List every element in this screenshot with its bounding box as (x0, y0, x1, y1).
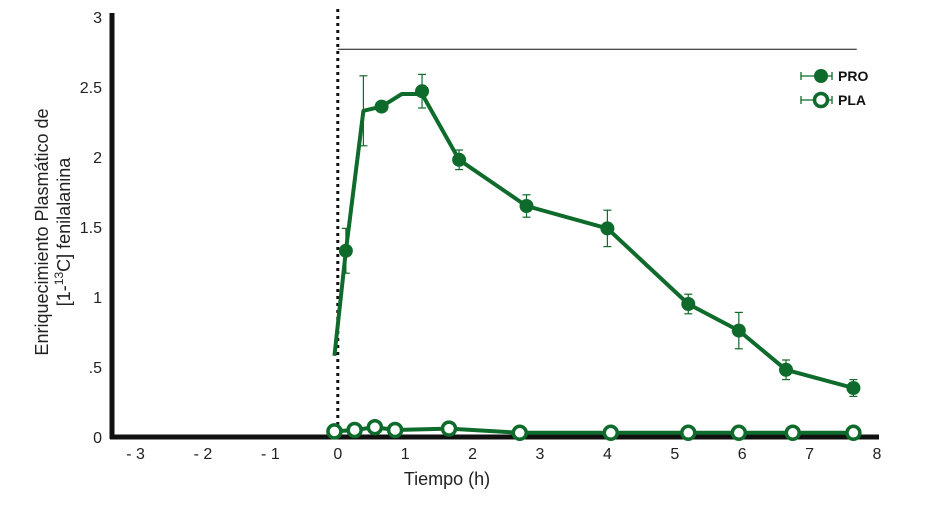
data-point (374, 99, 389, 114)
y-axis-title: Enriquecimiento Plasmático de [1-13C] fe… (32, 108, 74, 355)
x-axis-title: Tiempo (h) (404, 469, 490, 489)
x-tick-label: - 3 (126, 446, 145, 463)
x-tick-label: 0 (333, 446, 342, 463)
data-point (602, 424, 620, 442)
data-point (440, 420, 458, 437)
series-pro (332, 73, 861, 397)
y-tick-label: 1 (93, 290, 102, 307)
legend-marker (812, 91, 830, 109)
data-point (600, 221, 615, 236)
data-point (326, 423, 343, 440)
legend-entry-pla: PLA (800, 91, 866, 109)
reference-lines (336, 9, 857, 437)
x-tick-label: - 2 (194, 446, 213, 463)
x-tick-label: 3 (536, 446, 545, 463)
data-point (346, 421, 363, 439)
data-point (386, 421, 404, 439)
legend-entry-pro: PRO (800, 68, 868, 84)
y-axis-title-line2: [1-13C] fenilalanina (52, 157, 74, 306)
series-line (334, 425, 854, 435)
y-axis-title-superscript: 13 (52, 272, 66, 286)
x-tick-label: 8 (873, 446, 882, 463)
y-tick-label: 0 (93, 430, 102, 447)
data-point (681, 297, 696, 311)
data-point (415, 84, 430, 99)
x-tick-label: 4 (603, 446, 612, 463)
data-point (846, 381, 861, 395)
legend-label: PLA (838, 92, 866, 108)
data-point (366, 418, 384, 436)
y-tick-label: 3 (93, 10, 102, 27)
data-point (845, 424, 862, 442)
data-point (779, 362, 794, 377)
x-tick-label: 2 (468, 446, 477, 463)
x-tick-label: 5 (670, 446, 679, 463)
series-line (332, 92, 854, 390)
data-point (784, 424, 801, 442)
series (326, 73, 862, 442)
y-tick-labels: 0 .5 1 1.5 2 2.5 3 (80, 10, 102, 447)
axes (109, 13, 879, 440)
y-axis-title-prefix: [1- (54, 285, 74, 306)
y-tick-label: 1.5 (80, 220, 102, 237)
x-tick-label: 6 (738, 446, 747, 463)
legend: PRO PLA (800, 68, 868, 109)
y-tick-label: 2.5 (80, 80, 102, 97)
y-axis-title-line1: Enriquecimiento Plasmático de (32, 108, 52, 355)
data-point (511, 424, 529, 442)
y-axis-title-suffix: C] fenilalanina (54, 157, 74, 272)
legend-marker (814, 69, 828, 83)
data-point (338, 243, 353, 258)
data-point (730, 424, 748, 442)
data-point (680, 424, 697, 442)
y-tick-label: 2 (93, 150, 102, 167)
x-tick-label: 7 (805, 446, 814, 463)
data-point (519, 199, 534, 213)
data-point (731, 323, 746, 338)
series-pla (326, 418, 862, 442)
x-tick-label: 1 (401, 446, 410, 463)
data-point (452, 152, 467, 167)
x-tick-label: - 1 (261, 446, 280, 463)
legend-label: PRO (838, 68, 868, 84)
x-tick-labels: - 3 - 2 - 1 0 1 2 3 4 5 6 7 8 (126, 446, 881, 463)
y-tick-label: .5 (89, 360, 102, 377)
